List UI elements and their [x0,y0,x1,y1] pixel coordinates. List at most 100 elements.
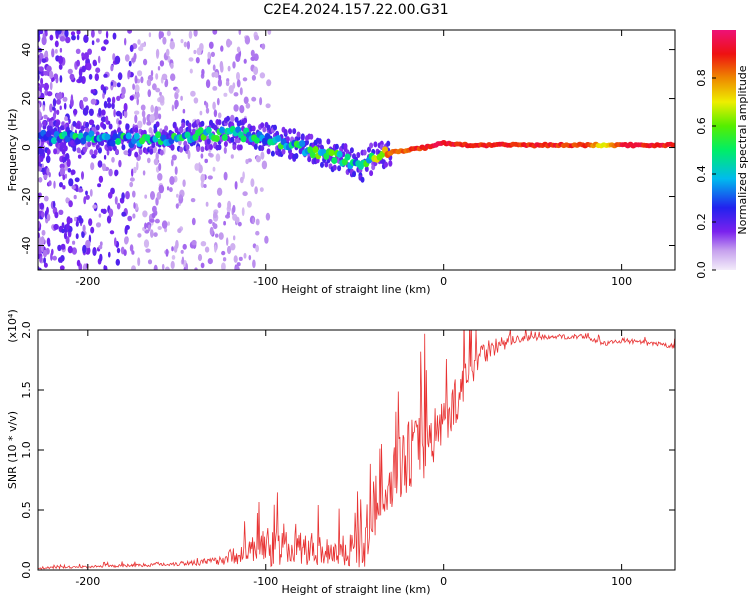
spectrogram-noise-cell [255,244,259,253]
spectrogram-noise-cell [134,84,140,93]
spectrogram-spread-cell [343,143,348,150]
spectrogram-noise-cell [110,64,114,72]
spectrogram-spread-cell [138,149,143,155]
spectrogram-spread-cell [243,117,248,124]
spectrogram-noise-cell [98,175,104,183]
spectrogram-spread-cell [76,123,81,130]
spectrogram-noise-cell [98,245,103,250]
spectrogram-spread-cell [260,145,265,152]
spectrogram-noise-cell [114,196,118,205]
spectrogram-noise-cell [174,91,179,100]
spectrogram-noise-cell [75,48,81,54]
spectrogram-noise-cell [121,211,127,217]
spectrogram-noise-cell [222,257,227,262]
spectrogram-noise-cell [98,213,102,218]
spectrogram-noise-cell [212,101,216,111]
spectrogram-noise-cell [134,110,140,115]
spectrogram-noise-cell [52,98,57,107]
spectrogram-noise-cell [48,180,52,187]
spectrogram-noise-cell [218,74,222,81]
spectrogram-spread-cell [187,122,192,129]
spectrogram-noise-cell [118,159,122,168]
spectrogram-noise-cell [127,30,132,34]
spectrogram-spread-cell [223,141,228,147]
spectrogram-noise-cell [137,257,141,266]
spectrogram-ridge-cell [155,131,162,139]
spectrogram-noise-cell [220,45,224,52]
spectrogram-noise-cell [68,178,74,187]
spectrogram-noise-cell [61,156,65,163]
spectrogram-noise-cell [43,262,48,268]
spectrogram-ridge-cell [88,130,95,138]
spectrogram-noise-cell [232,61,236,69]
spectrogram-noise-cell [67,168,72,173]
snr-y-tick-label: 0.5 [20,501,33,519]
spectrogram-noise-cell [232,204,236,213]
colorbar-ticks: 0.0 0.2 0.4 0.6 0.8 [695,69,716,279]
spectrogram-x-tick-label: 0 [440,275,447,288]
spectrogram-noise-cell [96,38,100,43]
spectrogram-noise-cell [260,151,265,160]
spectrogram-spread-cell [170,144,175,151]
spectrogram-noise-cell [193,97,199,104]
spectrogram-noise-cell [94,73,100,81]
spectrogram-noise-cell [188,57,194,62]
spectrogram-noise-cell [92,204,97,209]
spectrogram-noise-cell [171,246,174,252]
spectrogram-ridge-cell [336,150,343,158]
spectrogram-ridge-cell [115,138,122,145]
spectrogram-noise-cell [129,44,134,53]
spectrogram-noise-cell [59,75,63,83]
spectrogram-noise-cell [223,220,227,226]
spectrogram-x-tick-label: -100 [253,275,278,288]
spectrogram-noise-cell [175,88,180,94]
spectrogram-spread-cell [40,148,45,155]
spectrogram-noise-cell [186,40,190,50]
spectrogram-noise-cell [137,120,143,129]
spectrogram-noise-cell [71,185,76,190]
spectrogram-noise-cell [53,73,59,80]
spectrogram-noise-cell [100,84,105,91]
spectrogram-spread-cell [320,161,324,168]
spectrogram-noise-cell [116,95,121,101]
spectrogram-noise-cell [68,118,71,125]
spectrogram-noise-cell [183,41,188,48]
spectrogram-noise-cell [77,154,82,159]
spectrogram-noise-cell [121,94,125,99]
spectrogram-noise-cell [51,48,55,58]
spectrogram-noise-cell [147,89,152,98]
spectrogram-noise-cell [55,92,60,100]
spectrogram-noise-cell [123,109,128,119]
spectrogram-noise-cell [111,96,116,104]
spectrogram-noise-cell [165,78,169,88]
spectrogram-noise-cell [199,43,204,51]
spectrogram-noise-cell [236,79,241,88]
spectrogram-noise-cell [223,146,227,154]
spectrogram-ridge-cell [125,132,132,140]
spectrogram-spread-cell [296,131,301,138]
spectrogram-noise-cell [82,107,89,116]
spectrogram-noise-cell [38,47,43,53]
spectrogram-noise-cell [64,30,69,38]
spectrogram-noise-cell [215,153,221,162]
spectrogram-ridge-cell [299,140,306,147]
spectrogram-noise-cell [81,171,84,180]
spectrogram-spread-cell [164,125,169,132]
snr-x-tick-label: 100 [611,575,632,588]
spectrogram-noise-cell [175,239,179,249]
spectrogram-spread-cell [362,149,367,156]
spectrogram-noise-cell [129,244,134,252]
spectrogram-noise-cell [190,90,196,97]
spectrogram-spread-cell [334,143,339,150]
spectrogram-noise-cell [180,39,184,44]
spectrogram-noise-cell [205,79,211,89]
spectrogram-noise-cell [38,166,42,172]
spectrogram-noise-cell [176,193,179,198]
spectrogram-noise-cell [105,30,109,39]
spectrogram-noise-cell [40,236,45,245]
spectrogram-spread-cell [200,146,205,153]
spectrogram-noise-cell [78,75,83,83]
spectrogram-noise-cell [233,104,239,112]
spectrogram-noise-cell [82,224,86,233]
